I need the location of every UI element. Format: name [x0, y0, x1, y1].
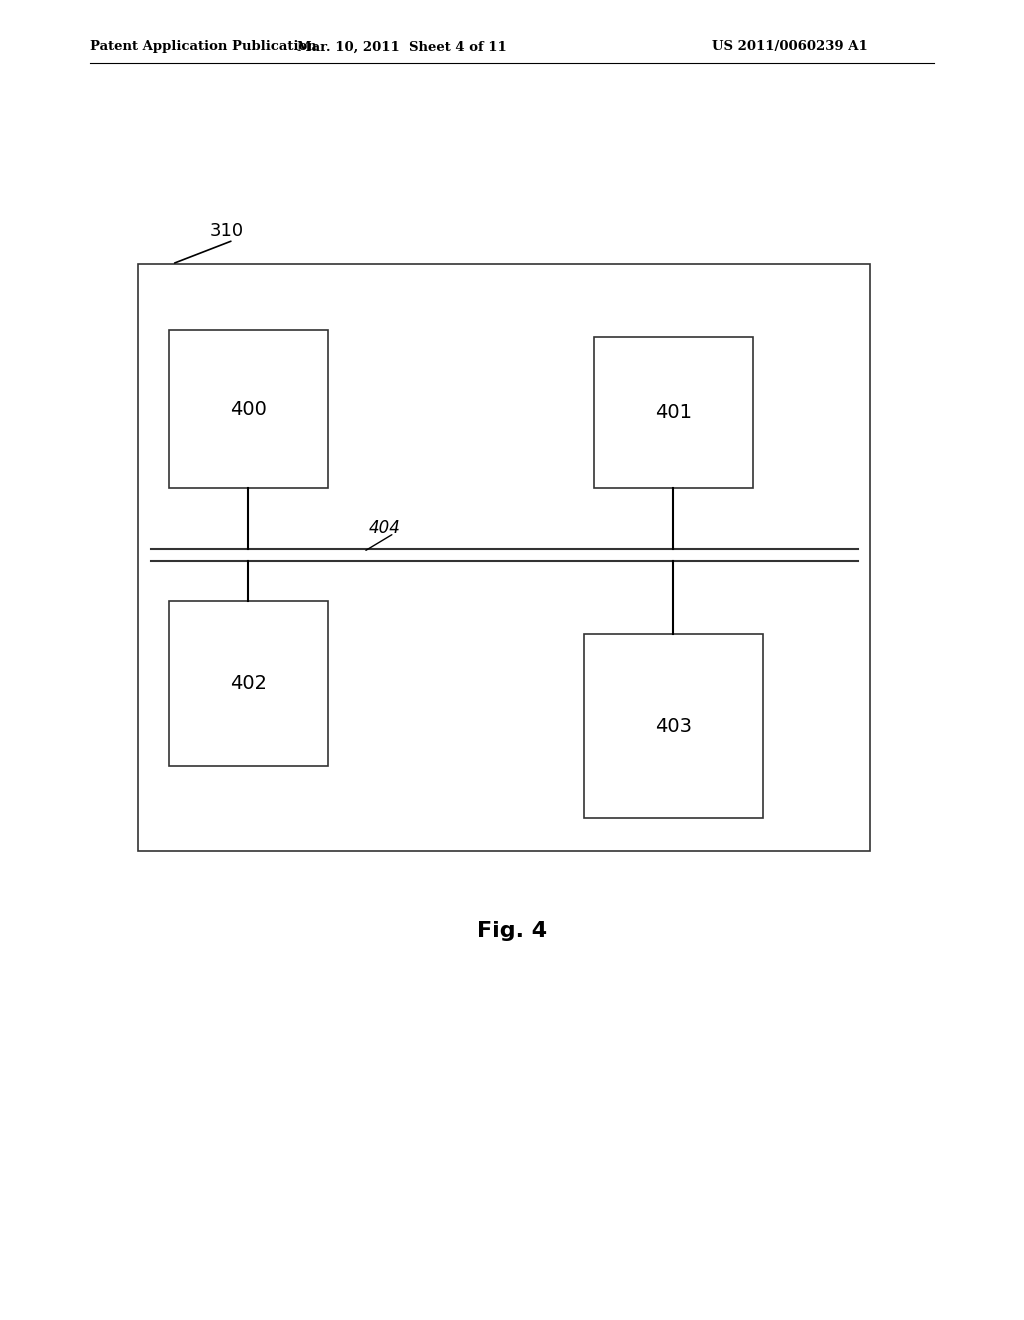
Bar — [594, 337, 753, 488]
Text: Mar. 10, 2011  Sheet 4 of 11: Mar. 10, 2011 Sheet 4 of 11 — [297, 41, 506, 53]
Bar — [169, 330, 328, 488]
Bar — [584, 634, 763, 818]
Text: 403: 403 — [654, 717, 692, 735]
Text: 404: 404 — [369, 519, 400, 537]
Text: Patent Application Publication: Patent Application Publication — [90, 41, 316, 53]
Bar — [138, 264, 870, 851]
Text: 310: 310 — [210, 222, 244, 240]
Bar — [169, 601, 328, 766]
Text: 402: 402 — [229, 673, 267, 693]
Text: US 2011/0060239 A1: US 2011/0060239 A1 — [712, 41, 867, 53]
Text: Fig. 4: Fig. 4 — [477, 920, 547, 941]
Text: 401: 401 — [654, 403, 692, 422]
Text: 400: 400 — [229, 400, 267, 418]
